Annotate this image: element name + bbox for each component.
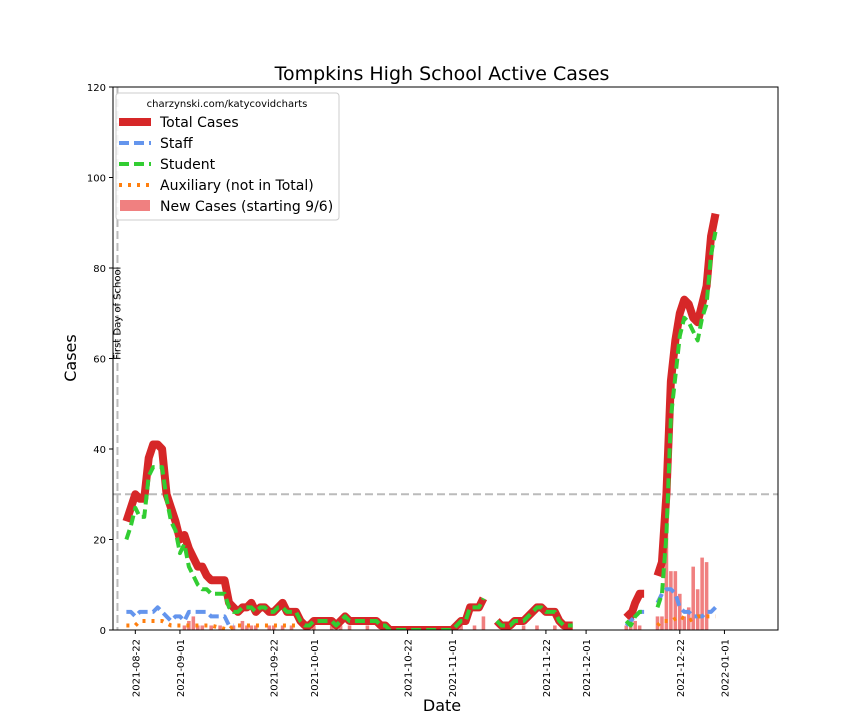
- new-cases-bar: [249, 625, 254, 630]
- x-tick-label: 2021-12-01: [582, 639, 593, 697]
- legend: charzynski.com/katycovidcharts Total Cas…: [115, 92, 340, 221]
- new-cases-bar: [704, 562, 709, 630]
- new-cases-bar: [628, 625, 633, 630]
- new-cases-bar: [660, 616, 664, 630]
- new-cases-bar: [678, 593, 682, 630]
- new-cases-bar: [637, 625, 642, 630]
- x-tick-label: 2021-09-01: [176, 639, 187, 697]
- x-tick-label: 2022-01-01: [720, 639, 731, 697]
- new-cases-bar: [254, 625, 258, 630]
- new-cases-bar: [312, 625, 316, 630]
- x-tick-label: 2021-10-22: [404, 639, 415, 697]
- new-cases-bar: [200, 625, 205, 630]
- legend-title: charzynski.com/katycovidcharts: [147, 99, 308, 110]
- new-cases-bar: [280, 625, 285, 630]
- x-tick-label: 2021-11-22: [542, 639, 553, 697]
- student-line: [655, 231, 718, 609]
- chart-title: Tompkins High School Active Cases: [274, 63, 610, 85]
- y-tick-label: 100: [87, 174, 106, 185]
- legend-label: Staff: [160, 136, 193, 152]
- legend-box: [115, 92, 340, 221]
- new-cases-bar: [624, 625, 629, 630]
- new-cases-bar: [196, 625, 200, 630]
- new-cases-bar: [700, 557, 704, 630]
- staff-line: [126, 605, 234, 628]
- new-cases-bar: [182, 625, 187, 630]
- new-cases-bar: [686, 607, 691, 630]
- new-cases-bar: [347, 625, 352, 630]
- x-tick-label: 2021-09-22: [270, 639, 281, 697]
- total-cases-line: [653, 212, 720, 577]
- new-cases-bar: [669, 571, 673, 630]
- y-axis-label: Cases: [61, 334, 80, 382]
- new-cases-bar: [553, 625, 557, 630]
- total-cases-line: [623, 589, 645, 621]
- plot-area: [113, 87, 778, 630]
- x-tick-label: 2021-12-22: [676, 639, 687, 697]
- new-cases-bar: [209, 625, 213, 630]
- staff-line: [655, 587, 717, 619]
- total-cases-line: [122, 440, 488, 630]
- axes: First Day of School 0 20 40 60 80 100 120 2021-0…: [87, 83, 732, 697]
- new-cases-bar: [673, 571, 678, 630]
- first-day-label: First Day of School: [112, 267, 123, 360]
- legend-label: Student: [160, 157, 216, 173]
- new-cases-bar: [481, 616, 486, 630]
- student-line: [624, 609, 645, 628]
- new-cases-bar: [521, 625, 526, 630]
- x-tick-label: 2021-10-01: [310, 639, 321, 697]
- new-cases-bar: [240, 620, 245, 630]
- y-tick-label: 120: [87, 83, 106, 94]
- y-tick-label: 40: [93, 445, 106, 456]
- new-cases-bar: [682, 616, 687, 630]
- new-cases-bar: [633, 620, 637, 630]
- new-cases-bar: [289, 625, 294, 630]
- new-cases-bar: [691, 566, 695, 630]
- x-tick-label: 2021-08-22: [131, 639, 142, 697]
- new-cases-bar: [245, 625, 249, 630]
- x-tick-label: 2021-11-01: [448, 639, 459, 697]
- new-cases-bar: [472, 625, 477, 630]
- legend-swatch-new-cases: [120, 200, 150, 211]
- legend-label: New Cases (starting 9/6): [160, 199, 333, 215]
- new-cases-bar: [267, 625, 271, 630]
- y-tick-label: 20: [93, 536, 106, 547]
- y-tick-label: 60: [93, 355, 106, 366]
- student-line: [495, 605, 573, 628]
- x-axis-label: Date: [423, 696, 461, 715]
- legend-label: Auxiliary (not in Total): [160, 178, 314, 194]
- student-line: [124, 465, 486, 630]
- new-cases-bar: [365, 625, 370, 630]
- y-tick-label: 0: [100, 626, 106, 637]
- new-cases-bar: [218, 625, 222, 630]
- legend-label: Total Cases: [159, 115, 239, 131]
- new-cases-bar: [459, 625, 463, 630]
- new-cases-bar: [338, 625, 343, 630]
- new-cases-bar: [191, 616, 196, 630]
- y-tick-label: 80: [93, 264, 106, 275]
- new-cases-bar: [329, 625, 334, 630]
- new-cases-bar: [695, 589, 700, 630]
- new-cases-bar: [664, 525, 669, 630]
- new-cases-bar: [271, 625, 276, 630]
- new-cases-bar: [535, 625, 539, 630]
